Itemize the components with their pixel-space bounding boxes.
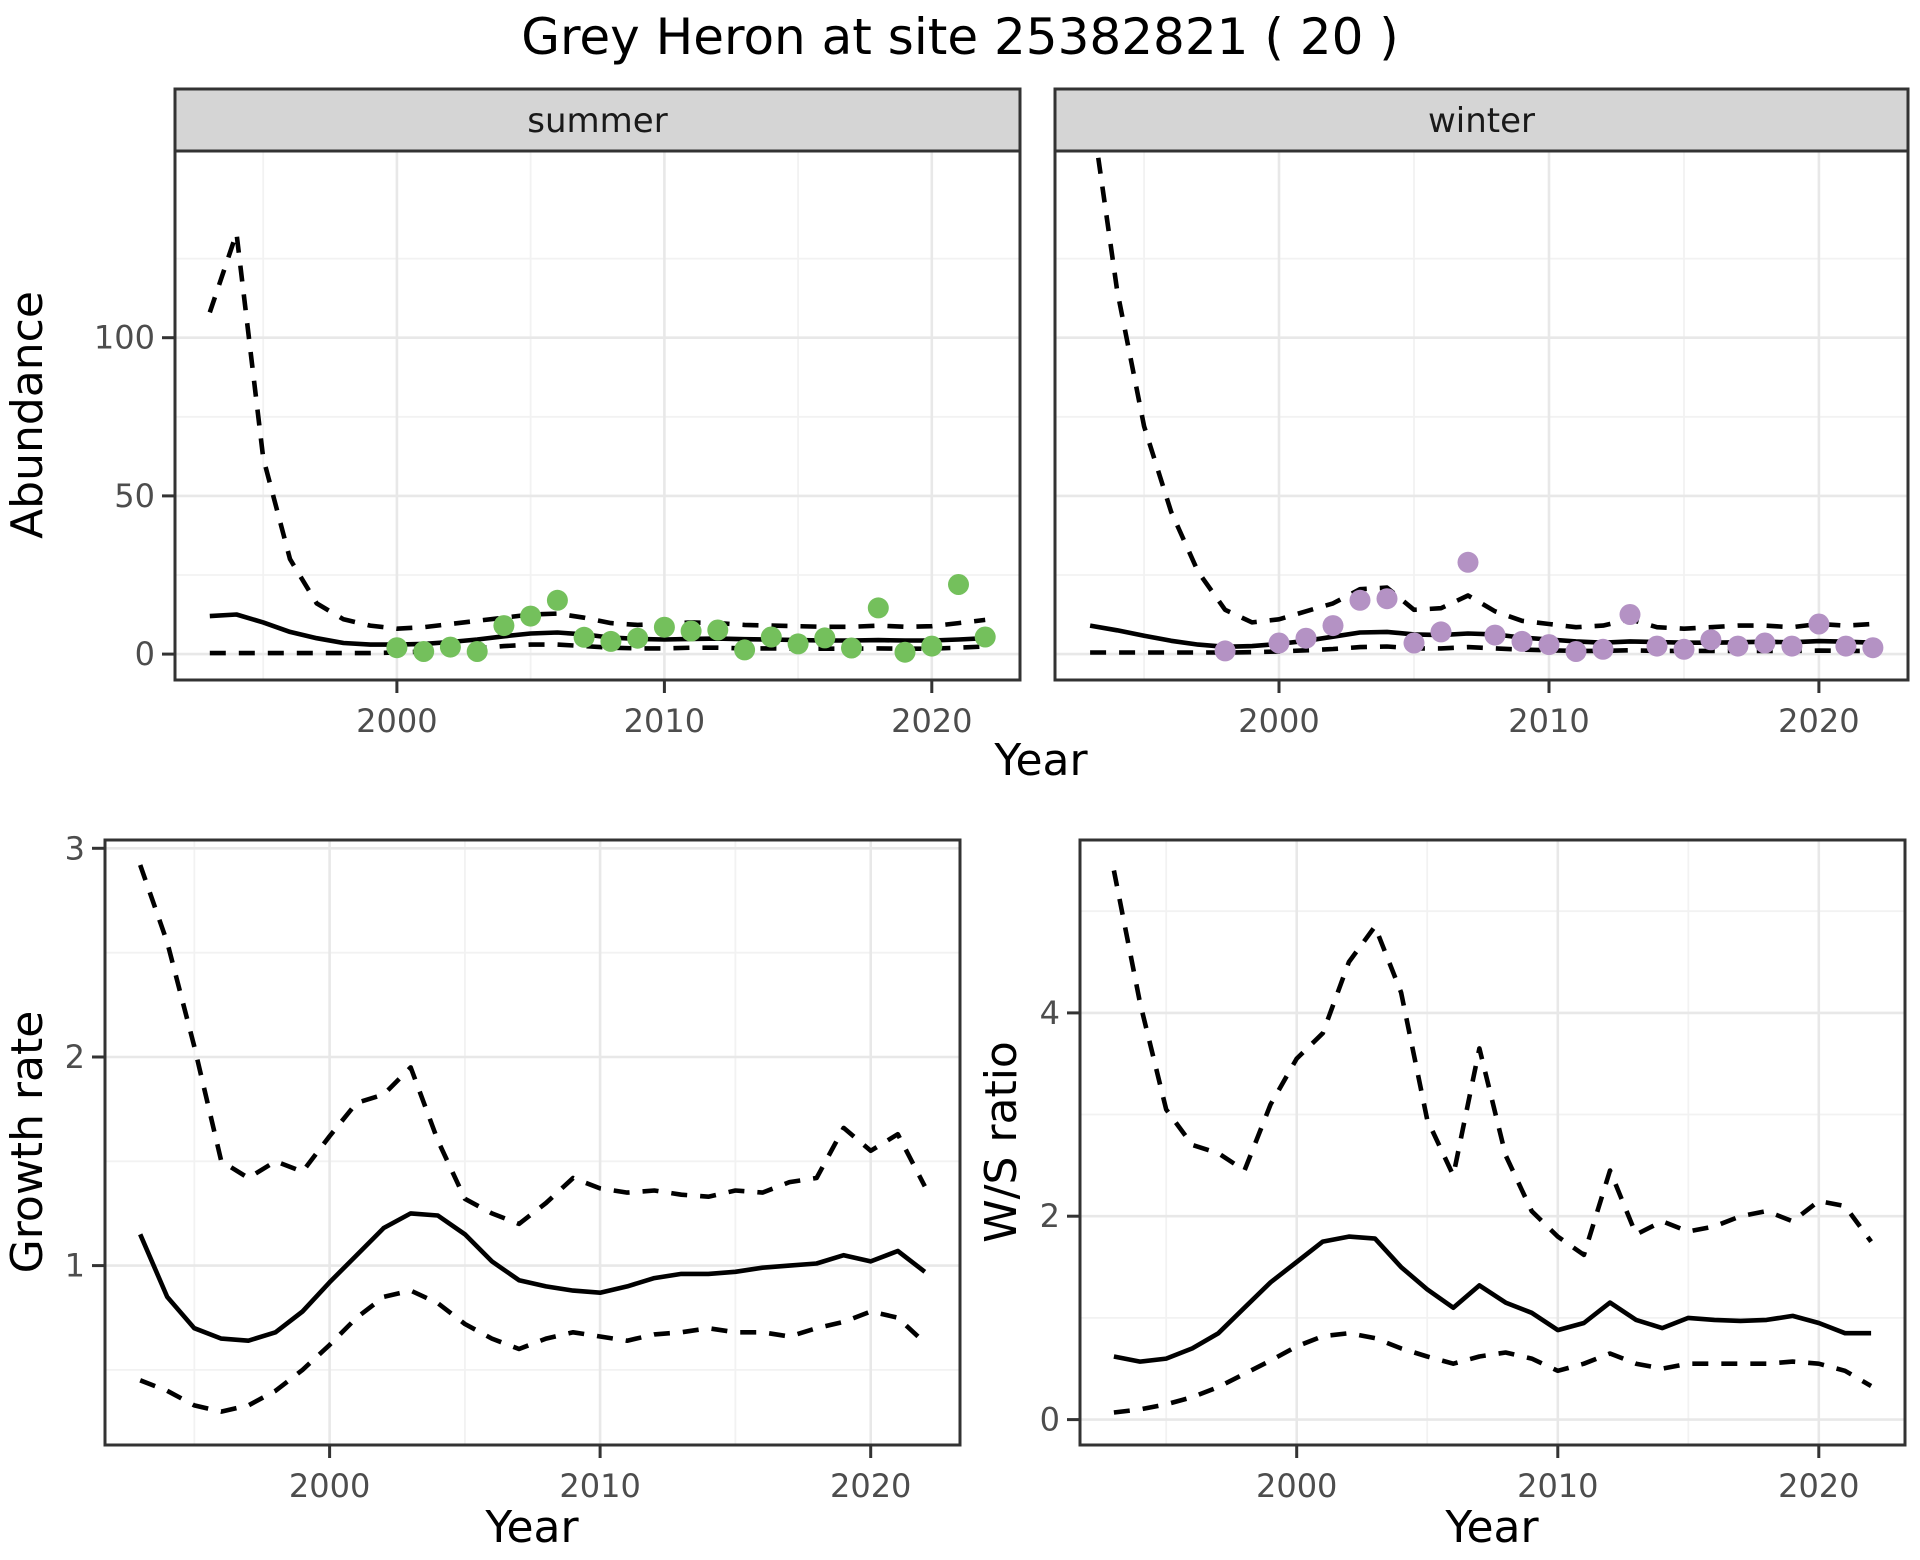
data-point xyxy=(948,574,969,595)
data-point xyxy=(1322,615,1344,637)
panel-background xyxy=(1080,840,1905,1445)
upper-ci-line xyxy=(1094,151,1874,631)
x-tick-label: 2000 xyxy=(356,702,437,740)
panel-background xyxy=(175,151,1020,680)
x-tick-label: 2020 xyxy=(830,1467,911,1505)
data-point xyxy=(787,633,809,655)
data-point xyxy=(653,616,675,638)
data-point xyxy=(841,637,862,659)
data-point xyxy=(760,626,782,648)
data-point xyxy=(1349,589,1371,611)
data-point xyxy=(1511,630,1533,652)
y-tick-label: 2 xyxy=(65,1038,85,1076)
data-point xyxy=(439,636,461,658)
data-point xyxy=(734,639,756,661)
panel-background xyxy=(1055,151,1908,680)
facet-strip-winter xyxy=(1053,87,1910,153)
x-tick-label: 2000 xyxy=(1256,1467,1337,1505)
x-axis-label-year-top: Year xyxy=(993,735,1088,786)
y-tick-label: 1 xyxy=(65,1247,85,1285)
data-point xyxy=(1268,632,1290,654)
panel-background xyxy=(105,840,960,1445)
data-point xyxy=(520,605,542,627)
data-point xyxy=(1295,627,1317,649)
data-point xyxy=(573,626,595,648)
data-point xyxy=(386,637,408,659)
panel-ws-ratio: 2000 2010 2020 0 2 4 xyxy=(1040,838,1907,1505)
x-tick-label: 2020 xyxy=(1778,702,1859,740)
data-point xyxy=(1862,637,1884,659)
mean-line xyxy=(138,1211,927,1343)
data-point xyxy=(1484,624,1506,646)
data-point xyxy=(1727,635,1749,657)
data-point xyxy=(707,619,729,641)
data-point xyxy=(546,589,568,611)
x-axis-label-year-bottom-left: Year xyxy=(484,1502,579,1553)
x-tick-label: 2000 xyxy=(1238,702,1319,740)
panels-layer: 2000 2010 2020 0 50 100 summer 2000 2010 2020 wint… xyxy=(65,87,1910,1505)
data-point xyxy=(1565,641,1587,662)
data-point xyxy=(493,615,515,637)
data-point xyxy=(1646,635,1668,657)
data-point xyxy=(627,627,649,649)
data-point xyxy=(1538,634,1560,656)
upper-ci-line xyxy=(1111,870,1873,1258)
panel-abundance-summer: 2000 2010 2020 0 50 100 summer xyxy=(94,87,1022,740)
y-tick-label: 2 xyxy=(1040,1197,1060,1235)
panel-abundance-winter: 2000 2010 2020 winter xyxy=(1053,87,1910,740)
data-point xyxy=(1403,632,1425,654)
y-tick-label: 0 xyxy=(1040,1401,1060,1439)
data-point xyxy=(1700,629,1722,651)
x-tick-label: 2000 xyxy=(289,1467,370,1505)
data-point xyxy=(974,626,996,648)
data-point xyxy=(1754,632,1776,654)
data-point xyxy=(1673,638,1695,660)
data-point xyxy=(1592,638,1614,660)
x-axis-label-year-bottom-right: Year xyxy=(1444,1502,1539,1553)
data-point xyxy=(1457,551,1479,573)
data-point xyxy=(1808,613,1830,635)
x-tick-label: 2010 xyxy=(1508,702,1589,740)
data-point xyxy=(1430,621,1452,643)
upper-ci-line xyxy=(138,864,927,1227)
panel-growth-rate: 2000 2010 2020 1 2 3 xyxy=(65,829,962,1505)
y-tick-label: 3 xyxy=(65,829,85,867)
facet-strip-label: winter xyxy=(1428,101,1535,141)
y-tick-label: 4 xyxy=(1040,994,1060,1032)
y-axis-label-growth-rate: Growth rate xyxy=(2,1011,53,1274)
x-tick-label: 2020 xyxy=(891,702,972,740)
data-point xyxy=(1781,635,1803,657)
panel-border xyxy=(103,838,962,1447)
data-point xyxy=(413,641,435,662)
chart-title: Grey Heron at site 25382821 ( 20 ) xyxy=(521,8,1399,66)
mean-line xyxy=(1113,1234,1872,1364)
data-point xyxy=(814,627,836,649)
facet-strip-summer xyxy=(173,87,1022,153)
data-point xyxy=(1376,588,1398,610)
data-point xyxy=(600,630,622,652)
data-point xyxy=(1619,604,1641,625)
panel-border xyxy=(1078,838,1907,1447)
y-axis-label-abundance: Abundance xyxy=(2,291,53,539)
y-tick-label: 50 xyxy=(114,477,155,515)
data-point xyxy=(1214,640,1236,662)
x-tick-label: 2010 xyxy=(624,702,705,740)
y-tick-label: 100 xyxy=(94,319,155,357)
data-point xyxy=(680,620,702,642)
facet-strip-label: summer xyxy=(527,101,667,141)
data-point xyxy=(466,641,488,662)
y-tick-label: 0 xyxy=(135,635,155,673)
data-point xyxy=(921,635,943,657)
data-point xyxy=(894,641,916,663)
x-tick-label: 2010 xyxy=(559,1467,640,1505)
x-tick-label: 2010 xyxy=(1517,1467,1598,1505)
data-point xyxy=(867,597,889,619)
x-tick-label: 2020 xyxy=(1778,1467,1859,1505)
y-axis-label-ws-ratio: W/S ratio xyxy=(976,1041,1027,1243)
data-point xyxy=(1835,635,1857,657)
